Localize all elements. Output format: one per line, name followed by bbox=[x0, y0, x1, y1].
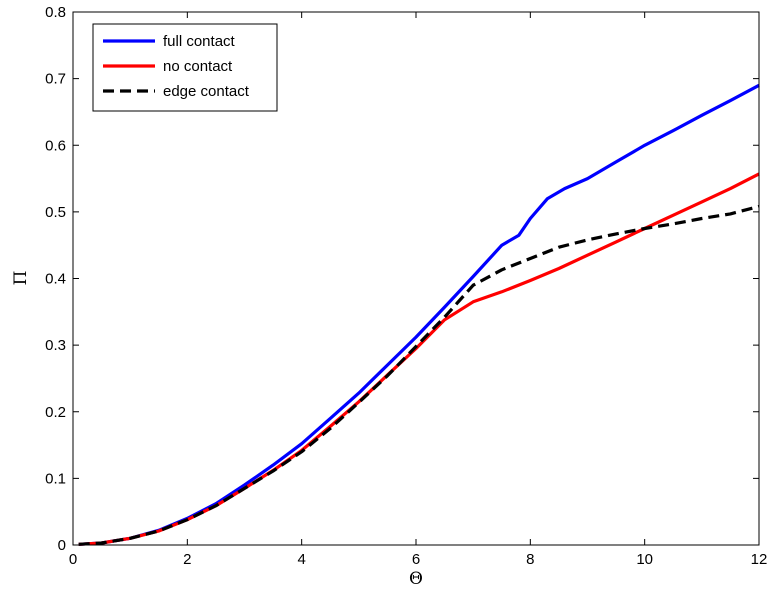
y-tick-label: 0 bbox=[58, 537, 66, 554]
y-axis-label: Π bbox=[11, 271, 31, 286]
y-tick-label: 0.6 bbox=[45, 137, 66, 154]
x-tick-label: 8 bbox=[526, 551, 534, 568]
x-tick-label: 0 bbox=[69, 551, 77, 568]
series-line-2 bbox=[78, 204, 760, 546]
series-lines bbox=[78, 83, 760, 546]
y-tick-label: 0.1 bbox=[45, 470, 66, 487]
x-tick-label: 12 bbox=[751, 551, 768, 568]
legend-label: full contact bbox=[163, 33, 236, 50]
x-axis-label: Θ bbox=[409, 569, 423, 589]
y-tick-label: 0.2 bbox=[45, 404, 66, 421]
y-tick-label: 0.4 bbox=[45, 271, 66, 288]
x-tick-label: 10 bbox=[636, 551, 653, 568]
legend-label: no contact bbox=[163, 58, 233, 75]
y-tick-label: 0.3 bbox=[45, 337, 66, 354]
legend: full contact no contact edge contact bbox=[92, 23, 278, 112]
legend-label: edge contact bbox=[163, 83, 250, 100]
x-tick-label: 4 bbox=[297, 551, 305, 568]
x-tick-label: 6 bbox=[412, 551, 420, 568]
y-tick-label: 0.5 bbox=[45, 204, 66, 221]
y-tick-label: 0.7 bbox=[45, 71, 66, 88]
y-tick-label: 0.8 bbox=[45, 4, 66, 21]
x-tick-label: 2 bbox=[183, 551, 191, 568]
plot-frame bbox=[72, 11, 760, 546]
